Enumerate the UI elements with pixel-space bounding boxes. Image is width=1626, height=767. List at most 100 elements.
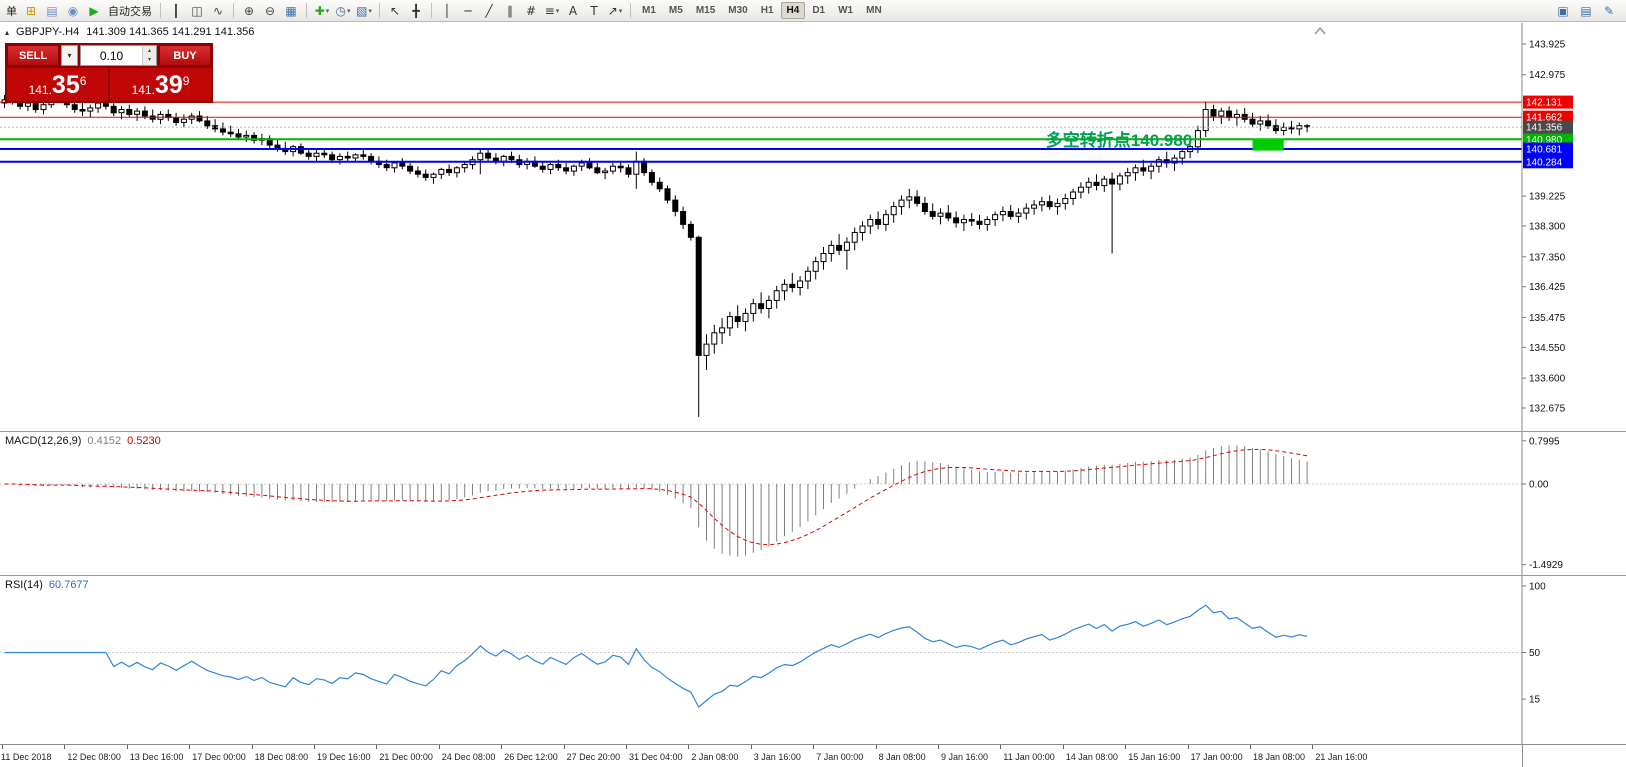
time-tick [1187,745,1189,749]
arrows-icon[interactable]: ↗ ▾ [605,2,625,20]
text-icon[interactable]: A [563,2,583,20]
indicators-icon[interactable]: ✚ ▾ [312,2,332,20]
new-chart-window-icon[interactable]: ▣ [1553,2,1573,20]
buy-price-box[interactable]: 141. 39 9 [110,68,211,101]
time-label: 12 Dec 08:00 [67,752,121,762]
timeframe-m30[interactable]: M30 [722,2,753,19]
order-type-dropdown[interactable]: ▾ [61,45,78,66]
vertical-line-icon[interactable]: │ [437,2,457,20]
dropdown-arrow-icon: ▾ [346,6,351,15]
lot-increase-button[interactable]: ▴ [143,46,156,56]
sell-button[interactable]: SELL [7,45,59,66]
charts-icon[interactable]: ▤ [42,2,62,20]
pane-splitter[interactable] [0,575,1626,576]
time-axis[interactable]: 11 Dec 2018 12 Dec 08:00 13 Dec 16:00 17 De… [0,744,1626,767]
trade-prices-row: 141. 35 6 141. 39 9 [7,68,211,101]
timeframe-h4[interactable]: H4 [780,2,806,19]
svg-text:15: 15 [1529,695,1541,706]
zoom-in-icon[interactable]: ⊕ [239,2,259,20]
svg-text:-1.4929: -1.4929 [1529,560,1563,571]
sell-price-box[interactable]: 141. 35 6 [7,68,108,101]
time-tick [2,745,3,749]
price-chart-pane[interactable]: 多空转折点140.980 143.925 142.975 139.225 138.300… [0,23,1626,431]
time-label: 15 Jan 16:00 [1128,752,1181,762]
chart-shift-marker[interactable] [1314,26,1326,35]
lot-decrease-button[interactable]: ▾ [143,55,156,65]
line-chart-mode-icon[interactable]: ∿ [208,2,228,20]
menu-char[interactable]: 单 [6,5,17,18]
chart-ohlc-values: 141.309 141.365 141.291 141.356 [86,26,255,38]
svg-text:132.675: 132.675 [1529,404,1566,415]
channel-icon[interactable]: ∥ [500,2,520,20]
rsi-indicator[interactable]: 100 50 15 [0,576,1626,744]
time-tick [189,745,191,749]
time-label: 8 Jan 08:00 [878,752,926,762]
pane-splitter[interactable] [0,431,1626,432]
macd-pane[interactable]: 0.7995 0.00 -1.4929 MACD(12,26,9) 0.4152 0… [0,432,1626,575]
trendline-icon[interactable]: ╱ [479,2,499,20]
svg-text:135.475: 135.475 [1529,313,1566,324]
timeframe-m15[interactable]: M15 [690,2,721,19]
bar-chart-mode-icon[interactable]: ┃ [166,2,186,20]
svg-text:134.550: 134.550 [1529,343,1566,354]
timeframe-m1[interactable]: M1 [636,2,662,19]
lot-size-input[interactable] [81,46,142,65]
market-watch-icon[interactable]: ◉ [63,2,83,20]
timeframe-m5[interactable]: M5 [663,2,689,19]
sell-price-sup: 6 [79,74,87,88]
periods-icon[interactable]: ◷ ▾ [333,2,353,20]
tile-windows-icon[interactable]: ▦ [281,2,301,20]
svg-text:133.600: 133.600 [1529,374,1566,385]
time-label: 9 Jan 16:00 [941,752,989,762]
svg-text:0.7995: 0.7995 [1529,436,1560,447]
chart-symbol-period: GBPJPY-.H4 [16,26,80,38]
price-chart[interactable]: 多空转折点140.980 143.925 142.975 139.225 138.300… [0,23,1626,431]
new-order-icon[interactable]: ⊞ [21,2,41,20]
rsi-pane[interactable]: 100 50 15 RSI(14) 60.7677 [0,576,1626,744]
macd-scale[interactable]: 0.7995 0.00 -1.4929 [1521,432,1563,575]
time-tick [1000,745,1002,749]
rsi-scale[interactable]: 100 50 15 [1521,576,1546,744]
timeframe-d1[interactable]: D1 [806,2,831,19]
time-label: 11 Dec 2018 [1,752,52,762]
highlight-rect[interactable] [1252,138,1284,151]
time-label: 18 Dec 08:00 [254,752,309,762]
rsi-label: RSI(14) [5,579,43,591]
macd-histogram [11,445,1308,557]
time-tick [938,745,939,749]
svg-text:141.662: 141.662 [1526,113,1563,124]
auto-trading-icon[interactable]: ▶ [84,2,104,20]
time-label: 21 Jan 16:00 [1315,752,1368,762]
svg-text:140.980: 140.980 [1526,135,1563,146]
macd-indicator[interactable]: 0.7995 0.00 -1.4929 [0,432,1626,575]
timeframe-mn[interactable]: MN [860,2,888,19]
svg-text:139.225: 139.225 [1529,192,1566,203]
chart-annotation[interactable]: 多空转折点140.980 [1046,130,1192,150]
horizontal-line-icon[interactable]: ─ [458,2,478,20]
time-tick [314,745,315,749]
toolbar-right-group: ▣ ▤ ✎ [1553,2,1623,20]
shapes-icon[interactable]: ≡ ▾ [542,2,562,20]
time-label: 24 Dec 08:00 [441,752,496,762]
chart-profile-icon[interactable]: ▤ [1576,2,1596,20]
label-icon[interactable]: T [584,2,604,20]
edit-icon[interactable]: ✎ [1599,2,1619,20]
price-scale[interactable]: 143.925 142.975 139.225 138.300 137.350 136.4… [1521,23,1573,431]
auto-trading-label[interactable]: 自动交易 [108,5,152,18]
time-tick [1062,745,1064,749]
candlestick-mode-icon[interactable]: ◫ [187,2,207,20]
fibonacci-icon[interactable]: # [521,2,541,20]
timeframe-h1[interactable]: H1 [755,2,780,19]
buy-button[interactable]: BUY [159,45,211,66]
zoom-out-icon[interactable]: ⊖ [260,2,280,20]
crosshair-icon[interactable]: ╋ [406,2,426,20]
cursor-icon[interactable]: ↖ [385,2,405,20]
time-label: 17 Jan 00:00 [1190,752,1243,762]
chart-collapse-icon[interactable]: ▴ [5,27,10,37]
time-tick [875,745,877,749]
lot-size-field: ▴ ▾ [80,45,157,66]
time-tick [813,745,815,749]
templates-icon[interactable]: ▧ ▾ [354,2,374,20]
timeframe-w1[interactable]: W1 [832,2,859,19]
